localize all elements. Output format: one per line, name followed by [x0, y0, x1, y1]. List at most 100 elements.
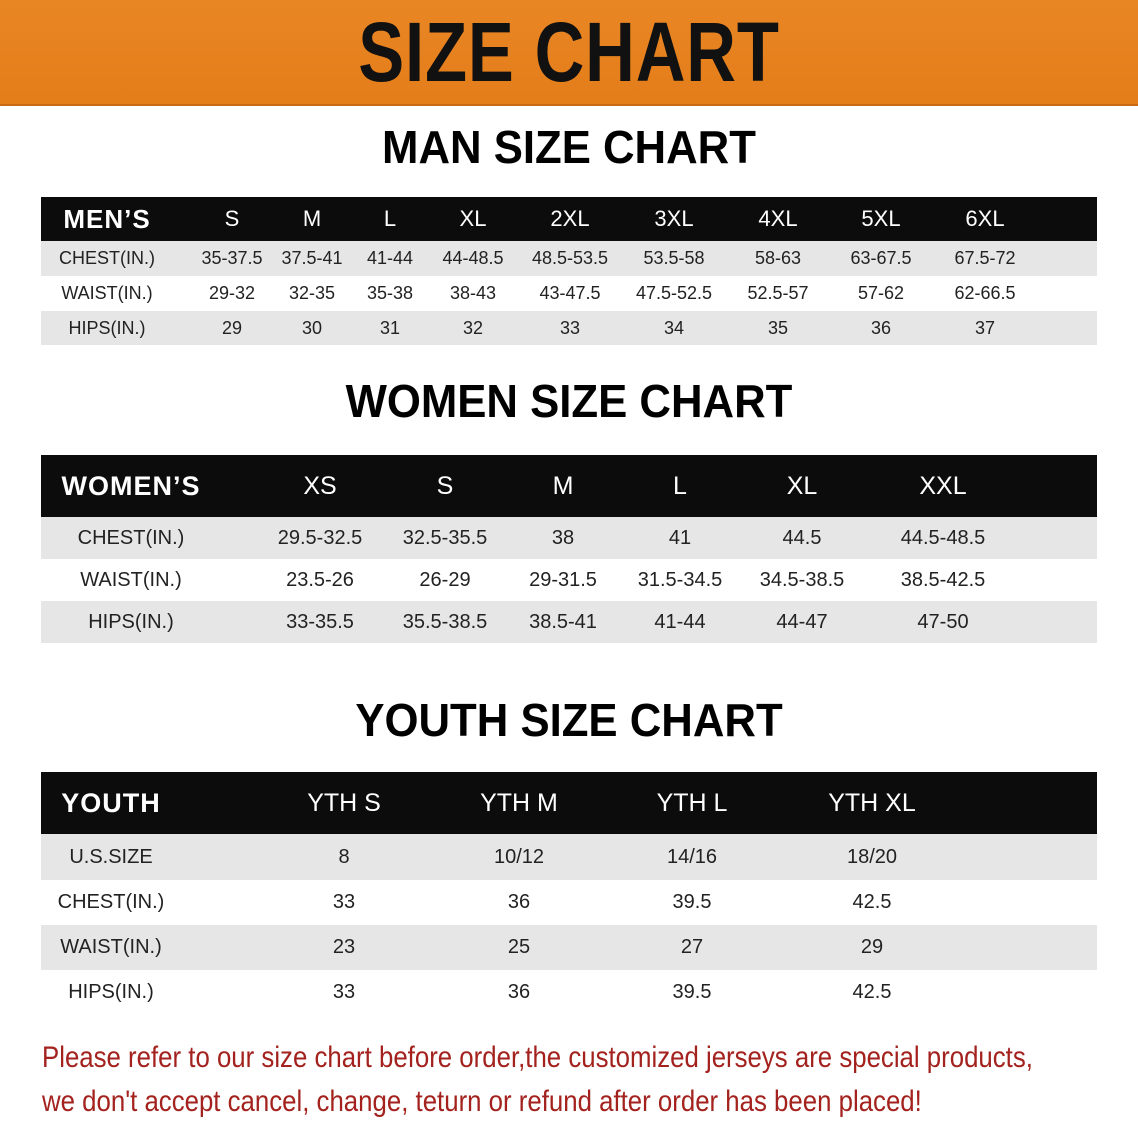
men-header-label: MEN’S: [63, 203, 151, 234]
measurement-value: 67.5-72: [954, 248, 1016, 268]
measurement-value: 44-47: [776, 610, 828, 633]
youth-header-label: YOUTH: [61, 787, 161, 818]
measurement-value: 41: [668, 526, 692, 549]
measurement-value: 39.5: [672, 891, 712, 913]
women-header-row: WOMEN’S XS S M L XL XXL: [41, 455, 1097, 517]
size-header: L: [383, 206, 397, 231]
women-size-table: WOMEN’S XS S M L XL XXL CHEST(IN.) 29.5-32.5 32.5…: [41, 455, 1097, 643]
size-header: S: [436, 471, 454, 500]
measurement-label: U.S.SIZE: [69, 845, 153, 868]
size-header: 2XL: [550, 206, 590, 231]
measurement-value: 31.5-34.5: [637, 568, 723, 591]
measurement-value: 8: [338, 845, 350, 868]
measurement-label: WAIST(IN.): [61, 283, 153, 303]
size-header: YTH M: [480, 788, 558, 817]
measurement-value: 37: [974, 317, 996, 338]
women-section-title: WOMEN SIZE CHART: [345, 375, 793, 427]
size-header: XL: [459, 206, 487, 231]
size-header: XS: [303, 471, 337, 500]
size-chart-banner: SIZE CHART: [0, 0, 1138, 106]
table-row: WAIST(IN.) 29-32 32-35 35-38 38-43 43-47.5 47.…: [41, 276, 1097, 311]
measurement-value: 27: [680, 936, 704, 958]
measurement-value: 10/12: [493, 845, 545, 868]
notice-line-2: we don't accept cancel, change, teturn o…: [42, 1085, 922, 1118]
measurement-value: 29: [860, 936, 884, 958]
measurement-value: 62-66.5: [954, 283, 1016, 303]
measurement-value: 32-35: [288, 283, 336, 303]
measurement-value: 44.5: [782, 526, 822, 549]
measurement-value: 25: [507, 936, 531, 958]
measurement-value: 29-31.5: [529, 568, 597, 591]
measurement-value: 23.5-26: [286, 568, 354, 591]
size-header: 6XL: [965, 206, 1005, 231]
measurement-label: HIPS(IN.): [68, 317, 146, 338]
size-header: 5XL: [861, 206, 901, 231]
measurement-value: 26-29: [419, 568, 471, 591]
measurement-value: 34: [663, 317, 685, 338]
measurement-value: 31: [379, 317, 401, 338]
measurement-value: 37.5-41: [281, 248, 343, 268]
measurement-label: HIPS(IN.): [88, 610, 174, 633]
measurement-value: 35-38: [366, 283, 414, 303]
measurement-value: 41-44: [366, 248, 414, 268]
table-row: CHEST(IN.) 29.5-32.5 32.5-35.5 38 41 44.5 44.5…: [41, 517, 1097, 559]
table-row: WAIST(IN.) 23 25 27 29: [41, 925, 1097, 970]
youth-size-table: YOUTH YTH S YTH M YTH L YTH XL U.S.SIZE 8 10/12…: [41, 772, 1097, 1015]
measurement-value: 52.5-57: [747, 283, 809, 303]
size-header: YTH XL: [828, 788, 916, 817]
measurement-value: 63-67.5: [850, 248, 912, 268]
measurement-value: 14/16: [666, 845, 718, 868]
measurement-value: 47-50: [917, 610, 969, 633]
measurement-value: 35: [767, 317, 789, 338]
measurement-value: 38.5-42.5: [900, 568, 986, 591]
measurement-value: 29: [221, 317, 243, 338]
banner-title: SIZE CHART: [358, 5, 780, 99]
measurement-value: 23: [332, 936, 356, 958]
measurement-value: 48.5-53.5: [531, 248, 609, 268]
youth-header-row: YOUTH YTH S YTH M YTH L YTH XL: [41, 772, 1097, 834]
measurement-value: 39.5: [672, 981, 712, 1003]
measurement-label: HIPS(IN.): [68, 981, 154, 1003]
youth-section-title: YOUTH SIZE CHART: [355, 694, 783, 746]
measurement-value: 32.5-35.5: [402, 526, 488, 549]
measurement-label: CHEST(IN.): [77, 526, 185, 549]
measurement-value: 33: [559, 317, 581, 338]
measurement-value: 18/20: [846, 845, 898, 868]
size-header: YTH L: [656, 788, 728, 817]
size-header: 4XL: [758, 206, 798, 231]
table-row: HIPS(IN.) 33-35.5 35.5-38.5 38.5-41 41-44 44-…: [41, 601, 1097, 643]
size-header: 3XL: [654, 206, 694, 231]
table-row: U.S.SIZE 8 10/12 14/16 18/20: [41, 834, 1097, 880]
measurement-value: 38: [551, 526, 575, 549]
measurement-label: WAIST(IN.): [80, 568, 182, 591]
table-row: CHEST(IN.) 35-37.5 37.5-41 41-44 44-48.5 48.5…: [41, 241, 1097, 276]
measurement-label: CHEST(IN.): [57, 891, 165, 913]
size-header: YTH S: [307, 788, 381, 817]
size-header: M: [552, 471, 574, 500]
size-header: L: [673, 471, 687, 500]
measurement-value: 29-32: [208, 283, 256, 303]
notice-line-1: Please refer to our size chart before or…: [42, 1041, 1033, 1074]
table-row: WAIST(IN.) 23.5-26 26-29 29-31.5 31.5-34.5 34…: [41, 559, 1097, 601]
men-size-table: MEN’S S M L XL 2XL 3XL 4XL 5XL 6XL CHEST(IN.) 35-37…: [41, 197, 1097, 345]
measurement-value: 36: [870, 317, 892, 338]
measurement-value: 33: [332, 891, 356, 913]
measurement-value: 29.5-32.5: [277, 526, 363, 549]
measurement-value: 36: [507, 891, 531, 913]
men-header-row: MEN’S S M L XL 2XL 3XL 4XL 5XL 6XL: [41, 197, 1097, 241]
women-header-label: WOMEN’S: [61, 470, 201, 501]
size-header: XL: [786, 471, 818, 500]
size-header: M: [302, 206, 322, 231]
measurement-value: 33: [332, 981, 356, 1003]
measurement-value: 42.5: [852, 891, 892, 913]
table-row: HIPS(IN.) 29 30 31 32 33 34 35 36 37: [41, 311, 1097, 345]
measurement-value: 38-43: [449, 283, 497, 303]
measurement-value: 43-47.5: [539, 283, 601, 303]
measurement-value: 57-62: [857, 283, 905, 303]
measurement-value: 42.5: [852, 981, 892, 1003]
measurement-value: 35-37.5: [201, 248, 263, 268]
size-header: S: [224, 206, 240, 231]
measurement-value: 30: [301, 317, 323, 338]
table-row: HIPS(IN.) 33 36 39.5 42.5: [41, 970, 1097, 1015]
men-section-title: MAN SIZE CHART: [382, 121, 756, 173]
